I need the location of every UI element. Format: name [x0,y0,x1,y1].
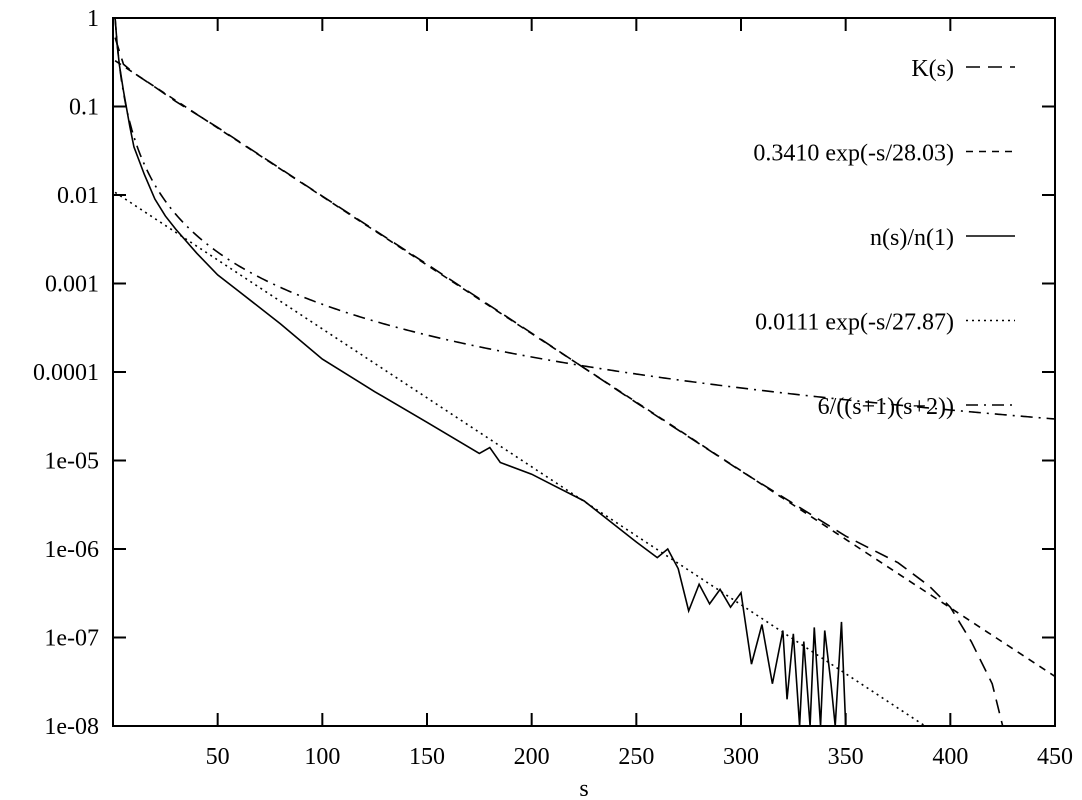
legend-label: 6/((s+1)(s+2)) [818,394,954,420]
x-tick-label: 400 [932,744,968,770]
series-n-s-n-1 [114,18,847,726]
x-tick-label: 200 [514,744,550,770]
y-tick-label: 0.0001 [33,360,99,386]
x-tick-label: 350 [828,744,864,770]
y-tick-label: 1e-07 [44,626,99,652]
legend-label: K(s) [911,56,954,82]
x-axis-label: s [579,776,588,800]
y-tick-label: 0.01 [57,183,99,209]
x-tick-label: 50 [206,744,230,770]
y-axis-ticks: 1 0.1 0.01 0.001 0.0001 1e-05 1e-06 1e-07 1e-08 [33,6,1055,740]
y-tick-label: 1e-05 [44,449,99,475]
y-tick-label: 1e-06 [44,537,99,563]
legend: K(s) 0.3410 exp(-s/28.03) n(s)/n(1) 0.0111 … [753,56,1015,420]
legend-label: n(s)/n(1) [870,225,954,251]
x-tick-label: 100 [304,744,340,770]
series-0-3410-exp-s-28-03 [114,60,1055,678]
y-tick-label: 1e-08 [44,714,99,740]
plot-frame [112,17,1056,727]
y-tick-label: 1 [87,6,99,32]
legend-label: 0.3410 exp(-s/28.03) [753,141,954,167]
x-tick-label: 150 [409,744,445,770]
x-axis-ticks: 50 100 150 200 250 300 350 400 450 [206,18,1073,770]
legend-label: 0.0111 exp(-s/27.87) [755,310,954,336]
x-tick-label: 300 [723,744,759,770]
x-tick-label: 450 [1037,744,1073,770]
x-tick-label: 250 [618,744,654,770]
series-6-s-1-s-2 [114,18,1055,420]
series-0-0111-exp-s-27-87 [114,191,927,726]
y-tick-label: 0.001 [45,272,99,298]
y-tick-label: 0.1 [69,95,99,121]
plot-area [114,18,1055,726]
